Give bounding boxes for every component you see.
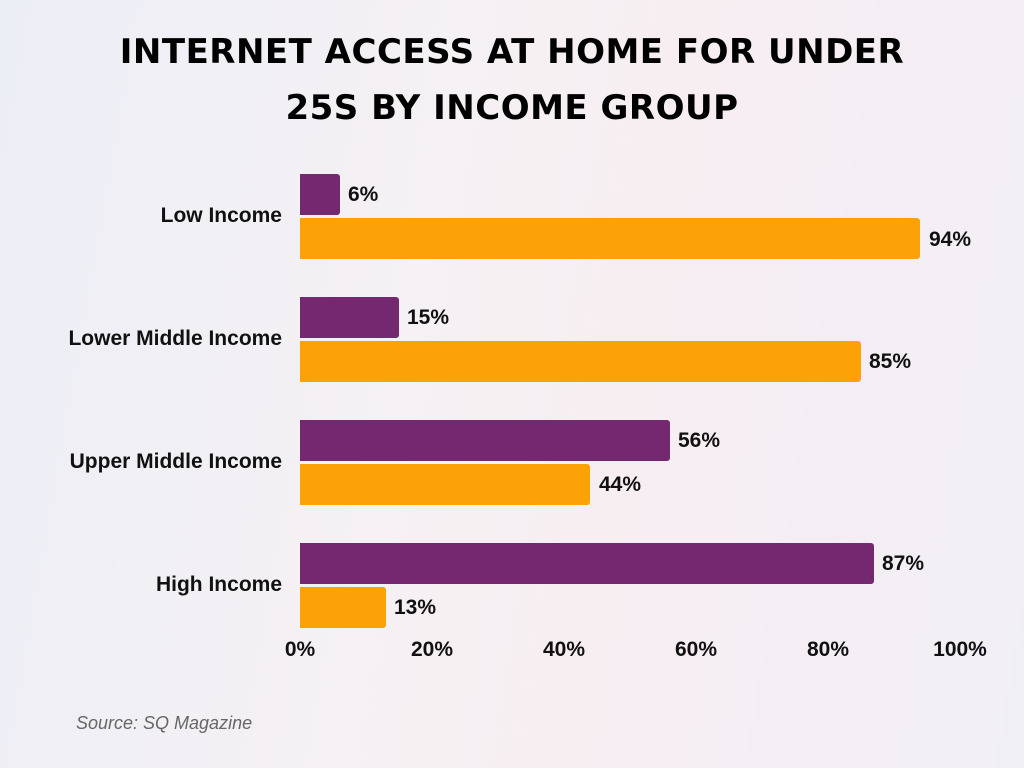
x-tick-label: 0% [284, 638, 316, 661]
x-tick-label: 20% [410, 638, 454, 661]
category-label: Low Income [160, 204, 282, 227]
x-tick-label: 80% [806, 638, 850, 661]
category-label: High Income [155, 573, 282, 596]
bar-series2 [300, 587, 386, 628]
value-label: 87% [882, 552, 925, 575]
x-tick-label: 100% [933, 638, 987, 661]
chart-title-line-1: INTERNET ACCESS AT HOME FOR UNDER [119, 32, 905, 72]
value-label: 13% [394, 596, 437, 619]
value-label: 44% [599, 473, 642, 496]
chart-title: INTERNET ACCESS AT HOME FOR UNDER 25S BY… [0, 24, 1024, 136]
source-note: Source: SQ Magazine [76, 713, 253, 733]
x-tick-label: 40% [542, 638, 586, 661]
chart-title-line-2: 25S BY INCOME GROUP [285, 88, 739, 128]
category-label: Lower Middle Income [68, 327, 282, 350]
bar-series1 [300, 174, 340, 215]
value-label: 56% [678, 429, 721, 452]
bar-series2 [300, 464, 591, 505]
bar-series1 [300, 543, 875, 584]
bar-series1 [300, 297, 399, 338]
value-label: 6% [348, 183, 379, 206]
bar-series2 [300, 218, 920, 259]
category-label: Upper Middle Income [69, 450, 282, 473]
bar-series1 [300, 420, 670, 461]
bar-series2 [300, 341, 861, 382]
value-label: 15% [407, 306, 450, 329]
value-label: 85% [869, 350, 912, 373]
x-tick-label: 60% [674, 638, 718, 661]
value-label: 94% [929, 228, 972, 251]
